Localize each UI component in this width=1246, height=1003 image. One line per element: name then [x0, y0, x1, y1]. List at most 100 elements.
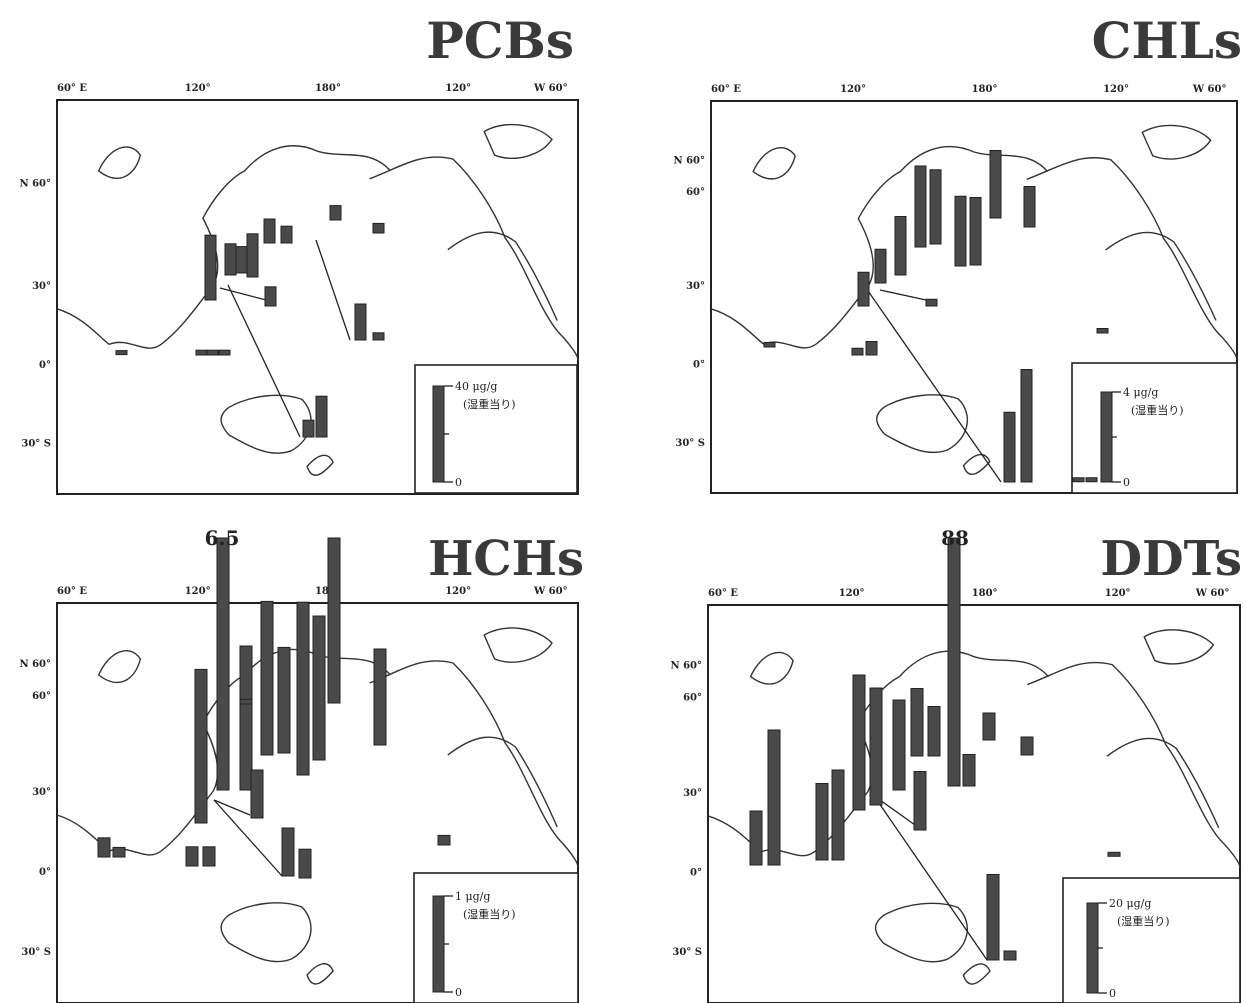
leader-line	[213, 799, 283, 877]
leader-line	[869, 789, 988, 961]
data-bar	[913, 771, 927, 831]
hchs-legend-bar	[432, 895, 445, 993]
ddts-legend-bar	[1086, 902, 1099, 994]
coastline-3	[447, 736, 558, 828]
chls-panel: CHLs 60° E 120° 180° 120° W 60° N 60° 60° 30° 0° 3…	[673, 11, 1242, 494]
lat-tick-4: 30° S	[672, 947, 702, 958]
leader-line	[315, 239, 351, 341]
data-bar	[296, 601, 310, 776]
data-bar	[1023, 186, 1036, 228]
lat-tick-3: 0°	[693, 360, 705, 371]
hchs-overflow-label: 6.5	[205, 526, 240, 550]
lon-tick-1: 120°	[840, 84, 866, 95]
hchs-title: HCHs	[428, 531, 584, 587]
data-bar	[263, 218, 276, 244]
chls-legend-zero: 0	[1123, 476, 1130, 489]
pcbs-title: PCBs	[426, 11, 574, 70]
data-bar	[202, 846, 216, 867]
data-bar	[962, 754, 976, 787]
lon-tick-3: 120°	[445, 83, 471, 94]
chls-title: CHLs	[1092, 11, 1242, 70]
data-bar	[831, 769, 845, 861]
data-bar	[892, 699, 906, 791]
lon-tick-4: W 60°	[1195, 588, 1230, 599]
lon-tick-4: W 60°	[533, 586, 568, 597]
data-bar	[1085, 477, 1098, 483]
lon-tick-1: 120°	[185, 586, 211, 597]
chls-legend-bar	[1100, 391, 1113, 483]
coastline-1	[369, 660, 579, 868]
lat-tick-0: N 60°	[670, 661, 702, 672]
coastline-2	[874, 902, 968, 963]
data-bar	[372, 332, 385, 341]
lon-tick-3: 120°	[1103, 84, 1129, 95]
lat-tick-0: N 60°	[19, 659, 51, 670]
data-bar	[312, 615, 326, 761]
lat-tick-4: 30° S	[21, 947, 51, 958]
hchs-legend-note: (湿重当り)	[463, 907, 516, 921]
hchs-legend-value: 1 μg/g	[455, 890, 490, 903]
lon-tick-1: 120°	[839, 588, 865, 599]
data-bar	[1020, 369, 1033, 483]
data-bar	[954, 195, 967, 267]
lon-tick-4: W 60°	[533, 83, 568, 94]
data-bar	[1107, 851, 1121, 857]
pcbs-legend-bar	[432, 385, 445, 483]
coastline-4	[749, 651, 794, 685]
coastline-2	[876, 394, 968, 454]
data-bar	[1003, 950, 1017, 961]
coastline-1	[1026, 157, 1238, 360]
data-bar	[329, 205, 342, 221]
data-bar	[97, 837, 111, 858]
leader-line	[865, 287, 1002, 483]
data-bar	[865, 341, 878, 356]
ddts-legend-zero: 0	[1109, 987, 1116, 1000]
lat-tick-2: 30°	[686, 281, 705, 292]
data-bar	[185, 846, 199, 867]
data-bar	[982, 712, 996, 741]
data-bar	[302, 419, 315, 438]
data-bar	[112, 846, 126, 858]
data-bar	[852, 674, 866, 811]
lon-tick-0: 60° E	[57, 83, 87, 94]
leader-line	[219, 287, 267, 301]
lat-tick-0: N 60°	[673, 156, 705, 167]
lat-tick-3: 0°	[39, 867, 51, 878]
ddts-title: DDTs	[1100, 531, 1242, 587]
data-bar	[195, 349, 208, 356]
data-bar	[115, 350, 128, 356]
chls-legend-value: 4 μg/g	[1123, 386, 1158, 399]
coastline-1	[369, 156, 579, 361]
data-bar	[925, 298, 938, 307]
data-bar	[947, 537, 961, 787]
coastline-3	[447, 231, 558, 321]
lat-tick-1: 30°	[32, 281, 51, 292]
pcbs-legend-zero: 0	[455, 476, 462, 489]
lat-tick-3: 30° S	[21, 439, 51, 450]
lat-tick-2: 30°	[683, 788, 702, 799]
data-bar	[260, 600, 274, 756]
lon-tick-4: W 60°	[1192, 84, 1227, 95]
data-bar	[246, 233, 259, 278]
leader-line	[879, 799, 916, 826]
ddts-overflow-label: 88	[941, 526, 969, 550]
lat-tick-2: 0°	[39, 360, 51, 371]
data-bar	[218, 349, 231, 356]
data-bar	[914, 165, 927, 248]
data-bar	[1020, 736, 1034, 756]
lon-tick-2: 180°	[972, 84, 998, 95]
data-bar	[929, 169, 942, 245]
data-bar	[986, 874, 1000, 961]
coastline-5	[1143, 629, 1215, 665]
lat-tick-1: 60°	[686, 187, 705, 198]
data-bar	[281, 827, 295, 877]
data-bar	[763, 342, 776, 348]
data-bar	[264, 286, 277, 307]
coastline-6	[962, 453, 991, 475]
coastline-6	[306, 963, 334, 985]
coastline-6	[306, 454, 334, 476]
data-bar	[851, 347, 864, 356]
ddts-panel: DDTs 60° E 120° 180° 120° W 60° N 60° 60° 30° 0° 3…	[670, 526, 1242, 1003]
data-bar	[749, 810, 763, 866]
